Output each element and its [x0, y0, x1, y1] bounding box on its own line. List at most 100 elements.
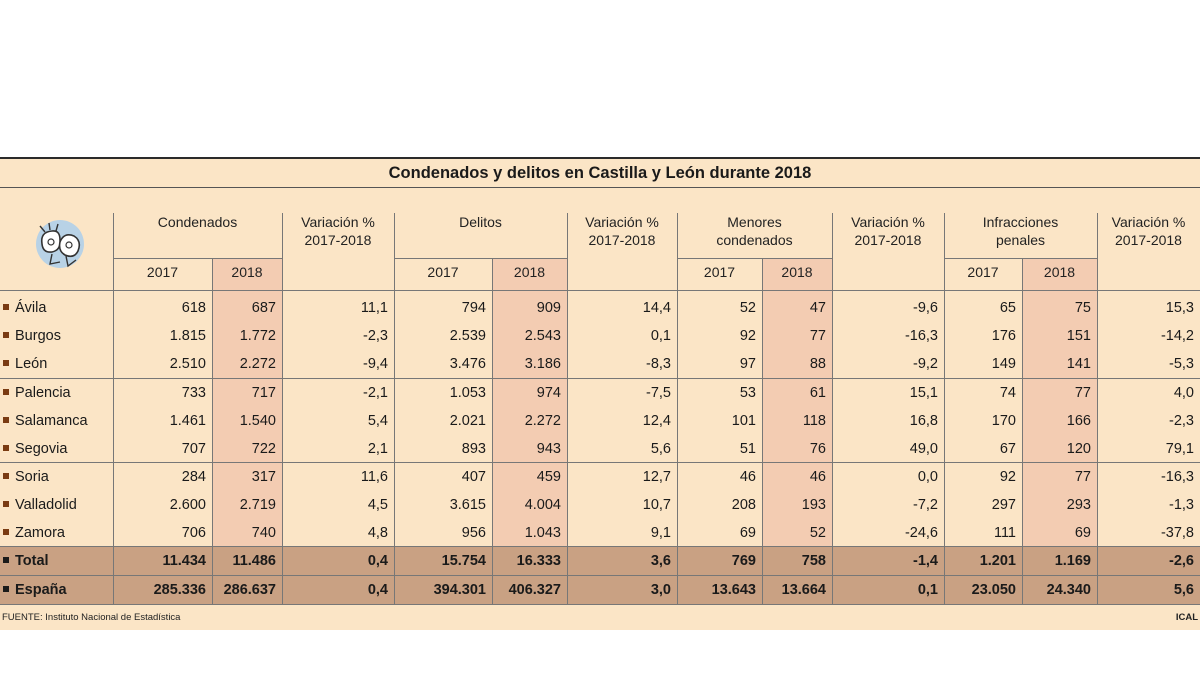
totals-cell-1-1: 286.637	[223, 582, 276, 598]
totals-label-1: España	[0, 576, 67, 604]
rows-cell-6-1: 317	[251, 469, 276, 485]
rows-cell-7-4: 4.004	[524, 497, 561, 513]
year-header-2-0: 2017	[427, 264, 459, 280]
rows-cell-3-2: -2,1	[363, 385, 388, 401]
rows-label-4: Salamanca	[0, 407, 88, 435]
rows-cell-0-0: 618	[181, 300, 206, 316]
bullet-icon	[3, 389, 9, 396]
shade-2018-col-3	[1022, 258, 1097, 546]
rows-cell-0-3: 794	[461, 300, 486, 316]
rows-cell-2-5: -8,3	[646, 356, 671, 372]
rows-cell-5-0: 707	[181, 441, 206, 457]
rows-cell-1-11: -14,2	[1160, 328, 1194, 344]
totals-cell-0-0: 11.434	[162, 553, 206, 569]
rows-cell-3-10: 77	[1074, 385, 1091, 401]
rows-cell-0-7: 47	[809, 300, 826, 316]
col-divider-0	[113, 213, 114, 604]
year-header-line-1	[394, 258, 567, 259]
rows-cell-8-11: -37,8	[1160, 525, 1194, 541]
row-label-text: España	[15, 582, 67, 598]
rows-cell-8-3: 956	[461, 525, 486, 541]
rows-cell-6-9: 92	[999, 469, 1016, 485]
bullet-icon	[3, 557, 9, 564]
bullet-icon	[3, 501, 9, 508]
rows-cell-7-2: 4,5	[367, 497, 388, 513]
rows-label-2: León	[0, 350, 47, 378]
rows-cell-2-3: 3.476	[449, 356, 486, 372]
rows-cell-6-10: 77	[1074, 469, 1091, 485]
year-header-line-3	[944, 258, 1097, 259]
rows-cell-4-1: 1.540	[239, 413, 276, 429]
totals-cell-1-0: 285.336	[153, 582, 206, 598]
rows-cell-1-7: 77	[809, 328, 826, 344]
rows-cell-6-2: 11,6	[360, 469, 388, 485]
rows-cell-2-6: 97	[739, 356, 756, 372]
rows-cell-2-9: 149	[991, 356, 1016, 372]
rows-cell-8-1: 740	[251, 525, 276, 541]
rows-cell-4-6: 101	[731, 413, 756, 429]
title-divider	[0, 187, 1200, 188]
row-label-text: León	[15, 356, 48, 372]
totals-label-0: Total	[0, 547, 49, 575]
group-header-3: Variación % 2017-2018	[585, 214, 659, 248]
col-divider-10	[1022, 258, 1023, 604]
rows-cell-0-2: 11,1	[360, 300, 388, 316]
col-divider-5	[567, 213, 568, 604]
rows-cell-1-2: -2,3	[363, 328, 388, 344]
rows-cell-3-5: -7,5	[646, 385, 671, 401]
year-header-line-0	[113, 258, 282, 259]
totals-cell-0-11: -2,6	[1169, 553, 1194, 569]
totals-cell-0-2: 0,4	[367, 553, 388, 569]
rows-cell-3-6: 53	[739, 385, 756, 401]
rows-cell-2-0: 2.510	[169, 356, 206, 372]
rows-label-0: Ávila	[0, 294, 46, 322]
rows-cell-6-11: -16,3	[1160, 469, 1194, 485]
row-label-text: Salamanca	[15, 413, 88, 429]
row-group-divider-2	[0, 462, 1200, 463]
rows-label-3: Palencia	[0, 379, 71, 407]
rows-label-6: Soria	[0, 463, 49, 491]
row-label-text: Segovia	[15, 441, 68, 457]
rows-cell-1-0: 1.815	[169, 328, 206, 344]
rows-cell-6-7: 46	[809, 469, 826, 485]
rows-cell-2-2: -9,4	[363, 356, 388, 372]
rows-cell-3-11: 4,0	[1173, 385, 1194, 401]
rows-cell-4-11: -2,3	[1169, 413, 1194, 429]
group-header-4: Menores condenados	[716, 214, 793, 248]
group-header-6: Infracciones penales	[982, 214, 1059, 248]
bullet-icon	[3, 529, 9, 536]
rows-cell-7-11: -1,3	[1169, 497, 1194, 513]
rows-cell-2-1: 2.272	[239, 356, 276, 372]
spain-row-band	[0, 576, 1200, 604]
rows-label-1: Burgos	[0, 322, 61, 350]
rows-cell-1-10: 151	[1066, 328, 1091, 344]
totals-cell-1-2: 0,4	[367, 582, 388, 598]
rows-cell-3-3: 1.053	[449, 385, 486, 401]
rows-cell-5-11: 79,1	[1165, 441, 1194, 457]
rows-cell-8-10: 69	[1074, 525, 1091, 541]
totals-cell-1-3: 394.301	[433, 582, 486, 598]
totals-cell-0-1: 11.486	[232, 553, 276, 569]
rows-cell-8-2: 4,8	[367, 525, 388, 541]
body-top-line	[0, 290, 1200, 291]
rows-cell-5-6: 51	[739, 441, 756, 457]
col-divider-1	[212, 258, 213, 604]
rows-cell-3-9: 74	[999, 385, 1016, 401]
rows-cell-8-9: 111	[993, 525, 1016, 541]
handcuffs-icon	[36, 220, 84, 268]
rows-cell-5-4: 943	[536, 441, 561, 457]
shade-2018-col-2	[762, 258, 832, 546]
group-header-2: Delitos	[459, 214, 502, 230]
col-divider-11	[1097, 213, 1098, 604]
rows-cell-2-10: 141	[1066, 356, 1091, 372]
shade-2018-col-0	[212, 258, 282, 546]
rows-cell-4-10: 166	[1066, 413, 1091, 429]
rows-cell-1-8: -16,3	[904, 328, 938, 344]
totals-cell-1-8: 0,1	[917, 582, 938, 598]
totals-mid-line	[0, 575, 1200, 576]
rows-cell-4-8: 16,8	[909, 413, 938, 429]
rows-cell-3-8: 15,1	[909, 385, 938, 401]
row-group-divider-1	[0, 378, 1200, 379]
rows-cell-5-3: 893	[461, 441, 486, 457]
rows-label-7: Valladolid	[0, 491, 77, 519]
